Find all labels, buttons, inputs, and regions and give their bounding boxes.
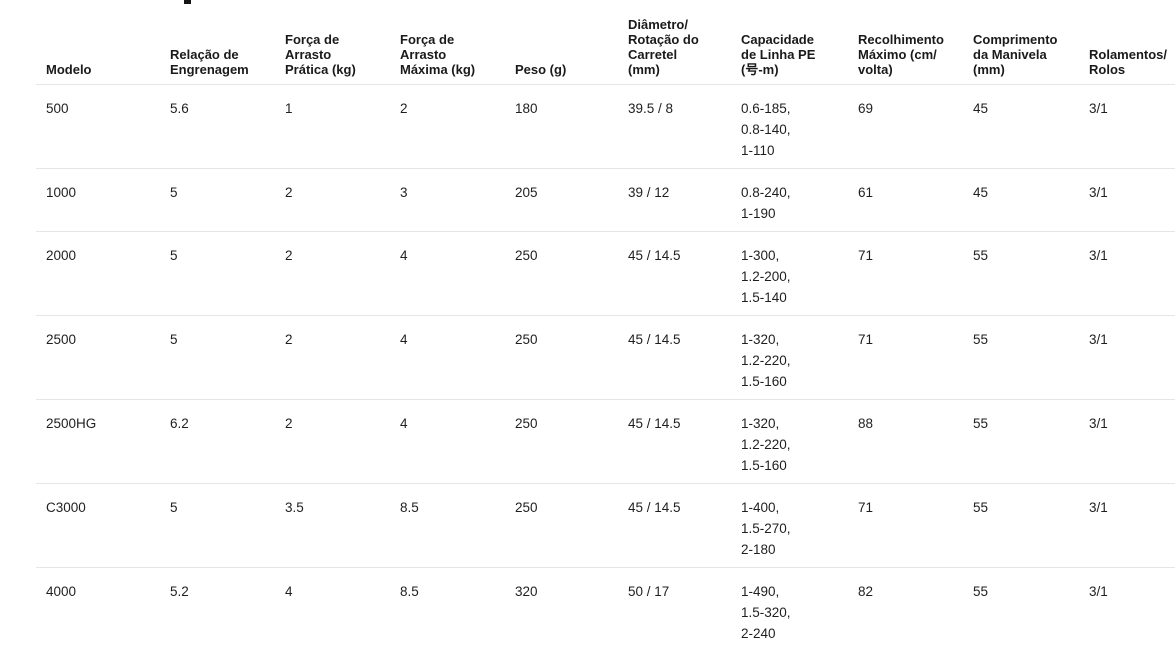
cell-comprimento-manivela: 55 — [963, 315, 1079, 400]
cell-comprimento-manivela: 55 — [973, 583, 989, 599]
cell-recolhimento-maximo: 71 — [848, 315, 963, 400]
cell-recolhimento-maximo: 71 — [848, 231, 963, 316]
cell-forca-arrasto-pratica: 2 — [275, 399, 390, 484]
column-header-peso: Peso (g) — [505, 0, 618, 85]
cell-forca-arrasto-pratica: 2 — [275, 231, 390, 316]
cell-forca-arrasto-maxima: 8.5 — [390, 483, 505, 568]
cell-capacidade-linha-pe: 0.8-240, 1-190 — [731, 168, 848, 232]
cell-capacidade-linha-pe: 1-320, 1.2-220, 1.5-160 — [731, 399, 848, 484]
cell-modelo: C3000 — [36, 483, 160, 568]
cell-capacidade-linha-pe: 1-320, 1.2-220, 1.5-160 — [731, 315, 848, 400]
specifications-table: Modelo Relação de Engrenagem Força de Ar… — [36, 0, 1175, 651]
cell-rolamentos-rolos: 3/1 — [1079, 84, 1175, 169]
cell-forca-arrasto-maxima: 4 — [390, 399, 505, 484]
cell-relacao-engrenagem: 5.6 — [160, 84, 275, 169]
cell-comprimento-manivela: 45 — [963, 168, 1079, 232]
cell-comprimento-manivela: 55 — [963, 231, 1079, 316]
cell-recolhimento-maximo: 69 — [848, 84, 963, 169]
cell-comprimento-manivela: 55 — [963, 399, 1079, 484]
table-row: 2500HG 6.2 2 4 250 45 / 14.5 1-320, 1.2-… — [36, 399, 1175, 484]
cell-recolhimento-maximo: 82 — [858, 583, 874, 599]
cell-capacidade-linha-pe: 1-400, 1.5-270, 2-180 — [731, 483, 848, 568]
cell-forca-arrasto-maxima: 3 — [390, 168, 505, 232]
cell-forca-arrasto-pratica: 4 — [285, 583, 293, 599]
table-row: 500 5.6 1 2 180 39.5 / 8 0.6-185, 0.8-14… — [36, 84, 1175, 169]
cell-rolamentos-rolos: 3/1 — [1079, 399, 1175, 484]
cell-diametro-rotacao: 39 / 12 — [618, 168, 731, 232]
table-row: 2500 5 2 4 250 45 / 14.5 1-320, 1.2-220,… — [36, 315, 1175, 400]
cell-comprimento-manivela: 55 — [963, 483, 1079, 568]
cell-capacidade-linha-pe: 1-300, 1.2-200, 1.5-140 — [731, 231, 848, 316]
cell-relacao-engrenagem: 5 — [160, 168, 275, 232]
cell-recolhimento-maximo: 71 — [848, 483, 963, 568]
column-header-capacidade-linha-pe: Capacidade de Linha PE (号-m) — [731, 0, 848, 85]
cell-modelo: 1000 — [36, 168, 160, 232]
column-header-comprimento-manivela: Comprimento da Manivela (mm) — [963, 0, 1079, 85]
cell-diametro-rotacao: 45 / 14.5 — [618, 483, 731, 568]
cell-peso: 250 — [505, 231, 618, 316]
cell-relacao-engrenagem: 5 — [160, 483, 275, 568]
cell-relacao-engrenagem: 5.2 — [170, 583, 189, 599]
cell-forca-arrasto-maxima: 8.5 — [400, 583, 419, 599]
cell-forca-arrasto-maxima: 2 — [390, 84, 505, 169]
cell-comprimento-manivela: 45 — [963, 84, 1079, 169]
table-header-row: Modelo Relação de Engrenagem Força de Ar… — [36, 0, 1175, 85]
cell-forca-arrasto-pratica: 3.5 — [275, 483, 390, 568]
cell-rolamentos-rolos: 3/1 — [1079, 168, 1175, 232]
cell-peso: 250 — [505, 399, 618, 484]
cell-diametro-rotacao: 45 / 14.5 — [618, 315, 731, 400]
cell-recolhimento-maximo: 61 — [848, 168, 963, 232]
cell-peso: 320 — [515, 583, 538, 599]
cropped-title-fragment — [184, 0, 191, 4]
cell-relacao-engrenagem: 6.2 — [160, 399, 275, 484]
cell-peso: 180 — [505, 84, 618, 169]
cell-rolamentos-rolos: 3/1 — [1079, 231, 1175, 316]
cell-modelo: 4000 — [46, 583, 77, 599]
cell-capacidade-linha-pe: 1-490, 1.5-320, 2-240 — [741, 583, 791, 641]
cell-peso: 250 — [505, 483, 618, 568]
column-header-forca-arrasto-maxima: Força de Arrasto Máxima (kg) — [390, 0, 505, 85]
cell-recolhimento-maximo: 88 — [848, 399, 963, 484]
table-row: 4000 5.2 4 8.5 320 50 / 17 1-490, 1.5-32… — [36, 567, 1175, 651]
cell-forca-arrasto-pratica: 2 — [275, 315, 390, 400]
cell-capacidade-linha-pe: 0.6-185, 0.8-140, 1-110 — [731, 84, 848, 169]
column-header-modelo: Modelo — [36, 0, 160, 85]
table-row: 1000 5 2 3 205 39 / 12 0.8-240, 1-190 61… — [36, 168, 1175, 232]
cell-diametro-rotacao: 50 / 17 — [628, 583, 670, 599]
cell-relacao-engrenagem: 5 — [160, 231, 275, 316]
cell-modelo: 2500 — [36, 315, 160, 400]
cell-modelo: 2500HG — [36, 399, 160, 484]
cell-diametro-rotacao: 45 / 14.5 — [618, 399, 731, 484]
cell-rolamentos-rolos: 3/1 — [1079, 315, 1175, 400]
cell-forca-arrasto-maxima: 4 — [390, 231, 505, 316]
cell-peso: 205 — [505, 168, 618, 232]
column-header-recolhimento-maximo: Recolhimento Máximo (cm/ volta) — [848, 0, 963, 85]
cell-diametro-rotacao: 45 / 14.5 — [618, 231, 731, 316]
cell-diametro-rotacao: 39.5 / 8 — [618, 84, 731, 169]
table-row: C3000 5 3.5 8.5 250 45 / 14.5 1-400, 1.5… — [36, 483, 1175, 568]
cell-modelo: 500 — [36, 84, 160, 169]
cell-rolamentos-rolos: 3/1 — [1079, 483, 1175, 568]
cell-forca-arrasto-maxima: 4 — [390, 315, 505, 400]
column-header-forca-arrasto-pratica: Força de Arrasto Prática (kg) — [275, 0, 390, 85]
cell-relacao-engrenagem: 5 — [160, 315, 275, 400]
cell-forca-arrasto-pratica: 1 — [275, 84, 390, 169]
column-header-rolamentos-rolos: Rolamentos/ Rolos — [1079, 0, 1175, 85]
cell-rolamentos-rolos: 3/1 — [1089, 583, 1108, 599]
cell-forca-arrasto-pratica: 2 — [275, 168, 390, 232]
cell-peso: 250 — [505, 315, 618, 400]
table-row: 2000 5 2 4 250 45 / 14.5 1-300, 1.2-200,… — [36, 231, 1175, 316]
column-header-diametro-rotacao: Diâmetro/ Rotação do Carretel (mm) — [618, 0, 731, 85]
cell-modelo: 2000 — [36, 231, 160, 316]
column-header-relacao-engrenagem: Relação de Engrenagem — [160, 0, 275, 85]
